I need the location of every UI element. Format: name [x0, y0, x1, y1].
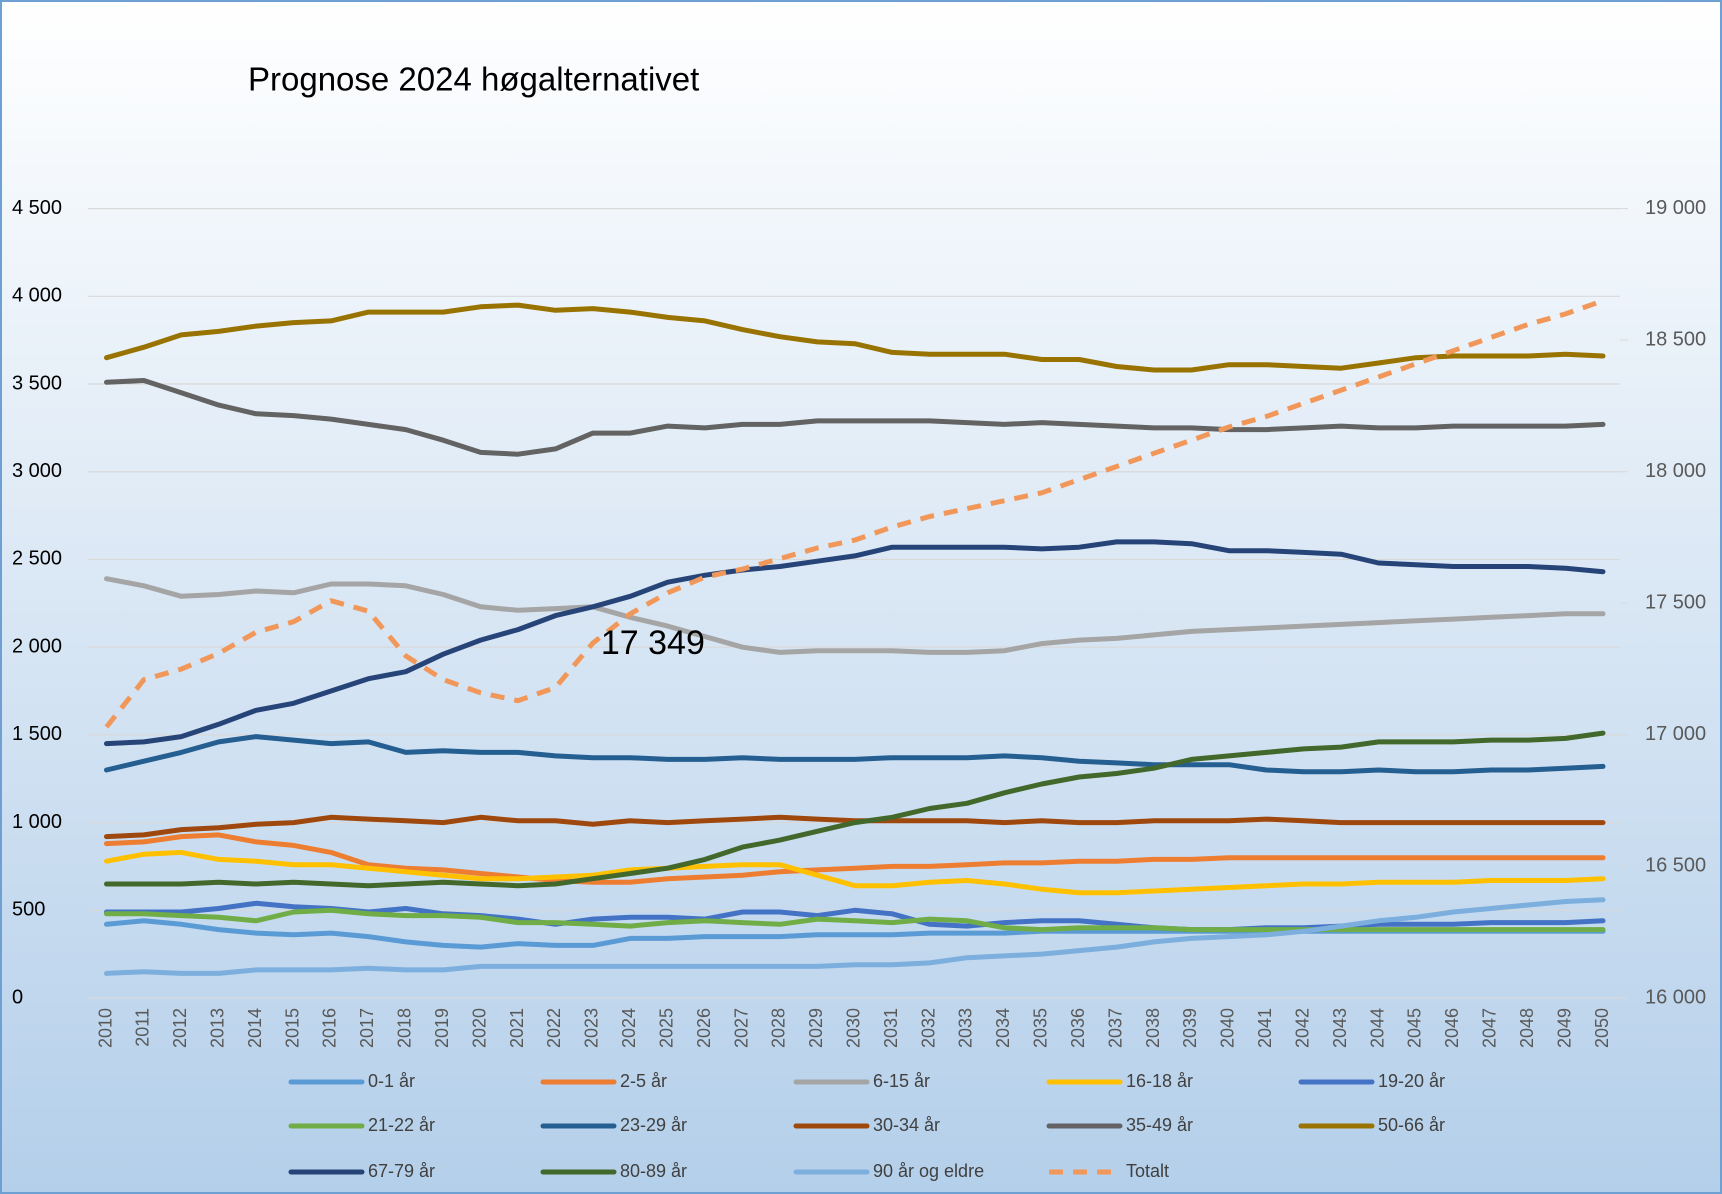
y-tick-label: 2 000: [12, 635, 62, 657]
legend-label: 19-20 år: [1378, 1071, 1445, 1091]
x-tick-label: 2039: [1180, 1008, 1200, 1048]
x-tick-label: 2011: [133, 1008, 153, 1047]
x-tick-label: 2017: [357, 1008, 377, 1048]
x-tick-label: 2018: [395, 1008, 415, 1048]
y2-tick-label: 18 500: [1645, 328, 1706, 350]
legend-label: 80-89 år: [620, 1161, 687, 1181]
y-tick-label: 500: [12, 899, 45, 921]
x-tick-label: 2012: [170, 1008, 190, 1048]
legend-label: 0-1 år: [368, 1071, 415, 1091]
x-tick-label: 2030: [844, 1008, 864, 1048]
x-tick-label: 2042: [1292, 1008, 1312, 1048]
x-tick-label: 2048: [1517, 1008, 1537, 1048]
x-tick-label: 2043: [1330, 1008, 1350, 1048]
x-tick-label: 2045: [1405, 1008, 1425, 1048]
legend-label: 30-34 år: [873, 1115, 940, 1135]
y2-tick-label: 19 000: [1645, 197, 1706, 219]
x-tick-label: 2023: [582, 1008, 602, 1048]
legend-label: 21-22 år: [368, 1115, 435, 1135]
legend-label: 50-66 år: [1378, 1115, 1445, 1135]
y2-tick-label: 18 000: [1645, 460, 1706, 482]
x-tick-label: 2020: [469, 1008, 489, 1048]
x-tick-label: 2027: [731, 1008, 751, 1048]
y2-tick-label: 16 500: [1645, 855, 1706, 877]
x-tick-label: 2046: [1442, 1008, 1462, 1048]
x-tick-label: 2035: [1031, 1008, 1051, 1048]
x-tick-label: 2033: [956, 1008, 976, 1048]
legend-label: 90 år og eldre: [873, 1161, 984, 1181]
series-line: [104, 730, 1606, 889]
x-tick-label: 2010: [95, 1008, 115, 1048]
legend-label: 23-29 år: [620, 1115, 687, 1135]
series-line: [104, 539, 1606, 747]
y2-tick-label: 17 000: [1645, 723, 1706, 745]
y2-tick-label: 17 500: [1645, 592, 1706, 614]
x-tick-label: 2014: [245, 1008, 265, 1048]
x-tick-label: 2028: [769, 1008, 789, 1048]
x-tick-label: 2013: [207, 1008, 227, 1048]
series-line: [104, 576, 1606, 655]
series-line: [104, 734, 1606, 775]
series-line: [104, 907, 1606, 933]
y-tick-label: 3 500: [12, 372, 62, 394]
y-tick-label: 4 500: [12, 197, 62, 219]
x-tick-label: 2049: [1554, 1008, 1574, 1048]
legend-label: 35-49 år: [1126, 1115, 1193, 1135]
x-tick-label: 2015: [282, 1008, 302, 1048]
x-tick-label: 2029: [806, 1008, 826, 1048]
x-tick-label: 2019: [432, 1008, 452, 1048]
y-tick-label: 2 500: [12, 548, 62, 570]
series-line: [104, 849, 1606, 896]
series-line: [104, 298, 1604, 729]
x-tick-label: 2031: [881, 1008, 901, 1048]
legend-label: 2-5 år: [620, 1071, 667, 1091]
x-tick-label: 2024: [619, 1008, 639, 1048]
x-tick-label: 2036: [1068, 1008, 1088, 1048]
data-label: 17 349: [601, 624, 705, 662]
x-tick-label: 2021: [507, 1008, 527, 1048]
x-tick-label: 2034: [993, 1008, 1013, 1048]
series-line: [104, 897, 1606, 976]
x-tick-label: 2038: [1143, 1008, 1163, 1048]
x-tick-label: 2041: [1255, 1008, 1275, 1048]
chart-title: Prognose 2024 høgalternativet: [248, 61, 699, 98]
series-line: [104, 832, 1606, 885]
y2-tick-label: 16 000: [1645, 986, 1706, 1008]
legend-label: 6-15 år: [873, 1071, 930, 1091]
x-tick-label: 2016: [320, 1008, 340, 1048]
x-tick-label: 2040: [1218, 1008, 1238, 1048]
legend-label: 16-18 år: [1126, 1071, 1193, 1091]
x-tick-label: 2047: [1480, 1008, 1500, 1048]
x-tick-label: 2032: [918, 1008, 938, 1048]
series-line: [104, 378, 1606, 457]
legend-label: 67-79 år: [368, 1161, 435, 1181]
series-line: [104, 302, 1606, 373]
x-tick-label: 2025: [656, 1008, 676, 1048]
y-tick-label: 1 500: [12, 723, 62, 745]
y-tick-label: 4 000: [12, 285, 62, 307]
y-tick-label: 0: [12, 986, 23, 1008]
legend-label: Totalt: [1126, 1161, 1169, 1181]
y-tick-label: 1 000: [12, 811, 62, 833]
y-tick-label: 3 000: [12, 460, 62, 482]
x-tick-label: 2022: [544, 1008, 564, 1048]
x-tick-label: 2044: [1367, 1008, 1387, 1048]
x-tick-label: 2026: [694, 1008, 714, 1048]
x-tick-label: 2037: [1105, 1008, 1125, 1048]
x-tick-label: 2050: [1592, 1008, 1612, 1048]
